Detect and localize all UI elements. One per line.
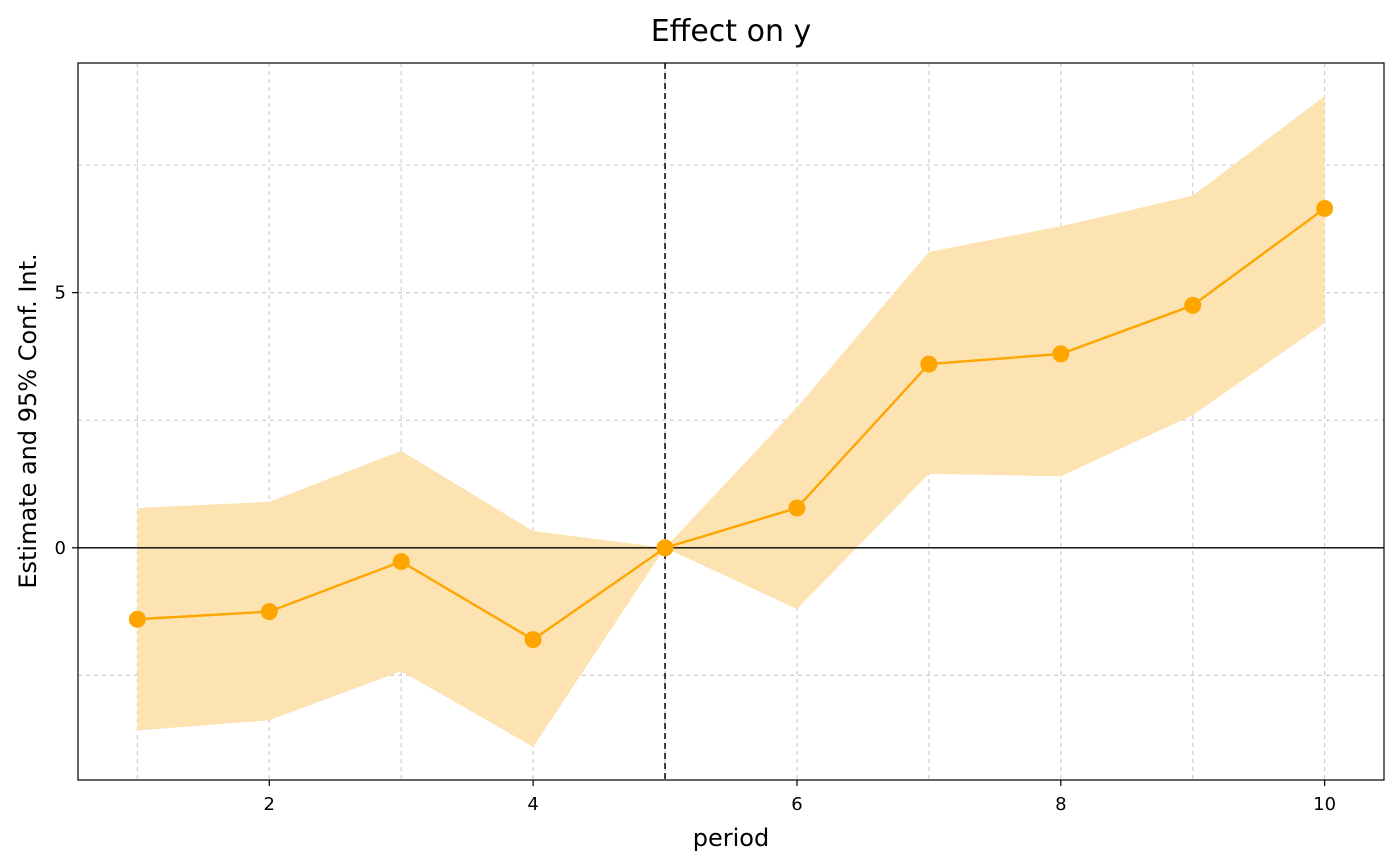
estimate-point: [260, 603, 278, 621]
x-tick-label: 4: [527, 794, 538, 815]
chart-title: Effect on y: [651, 14, 812, 49]
estimate-points: [128, 199, 1334, 649]
estimate-point: [1316, 199, 1334, 217]
estimate-point: [128, 610, 146, 628]
estimate-line: [137, 207, 1326, 642]
estimate-point: [392, 553, 410, 571]
y-tick-label: 5: [55, 283, 66, 304]
estimate-point: [788, 499, 806, 517]
estimate-point: [1184, 296, 1202, 314]
y-tick-label: 0: [55, 538, 66, 559]
reference-lines: [78, 63, 1384, 780]
confidence-band-layer: [137, 96, 1325, 747]
axis-ticks: 2 4 6 8 10 0 5: [55, 283, 1337, 815]
x-tick-label: 8: [1055, 794, 1066, 815]
estimate-point: [1052, 345, 1070, 363]
y-axis-label: Estimate and 95% Conf. Int.: [14, 253, 42, 588]
x-tick-label: 10: [1313, 794, 1336, 815]
confidence-band: [137, 96, 1325, 747]
estimate-point: [524, 631, 542, 649]
estimate-point: [920, 355, 938, 373]
x-axis-label: period: [693, 824, 769, 852]
estimate-point: [656, 539, 674, 557]
estimate-line-layer: [137, 207, 1326, 642]
x-tick-label: 6: [791, 794, 802, 815]
x-tick-label: 2: [264, 794, 275, 815]
plot-frame: [77, 62, 1385, 781]
